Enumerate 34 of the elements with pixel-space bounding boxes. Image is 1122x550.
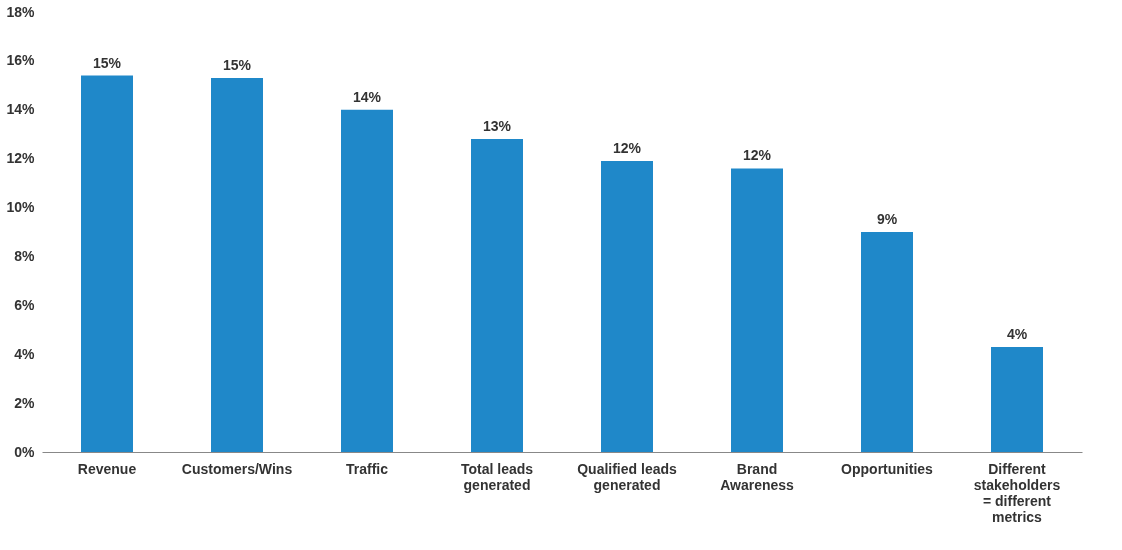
data-label: 14% — [352, 88, 382, 105]
x-tick-label: Opportunities — [841, 460, 934, 477]
y-tick-label: 0% — [14, 443, 36, 460]
y-tick-label: 2% — [14, 394, 36, 411]
y-tick-label: 4% — [14, 345, 36, 362]
x-tick-label: Total leads generated — [460, 460, 534, 493]
y-tick-label: 6% — [14, 296, 36, 313]
data-label: 15% — [92, 54, 122, 71]
bar — [601, 161, 653, 452]
bar — [211, 78, 263, 452]
data-label: 4% — [1006, 325, 1028, 342]
data-label: 12% — [742, 147, 772, 164]
y-tick-label: 12% — [6, 150, 36, 167]
bar — [861, 232, 913, 452]
y-tick-label: 14% — [6, 101, 36, 118]
data-label: 15% — [222, 57, 252, 73]
y-tick-label: 8% — [14, 247, 36, 264]
data-label: 13% — [482, 118, 512, 135]
x-tick-label: Customers/Wins — [181, 460, 293, 477]
x-tick-label: Traffic — [345, 460, 389, 477]
y-tick-label: 18% — [6, 3, 36, 20]
bar — [81, 75, 133, 452]
x-tick-label: Revenue — [77, 460, 137, 477]
bar — [991, 346, 1043, 452]
x-tick-label: Qualified leads generated — [577, 460, 677, 493]
x-tick-label: Different stakeholders = different metrics — [973, 460, 1061, 525]
y-tick-label: 16% — [6, 52, 36, 69]
x-tick-label: Brand Awareness — [720, 460, 795, 493]
bar — [471, 139, 523, 452]
bar — [731, 168, 783, 452]
y-tick-label: 10% — [6, 199, 36, 216]
data-label: 12% — [612, 140, 642, 157]
data-label: 9% — [876, 211, 898, 227]
bar — [341, 109, 393, 452]
